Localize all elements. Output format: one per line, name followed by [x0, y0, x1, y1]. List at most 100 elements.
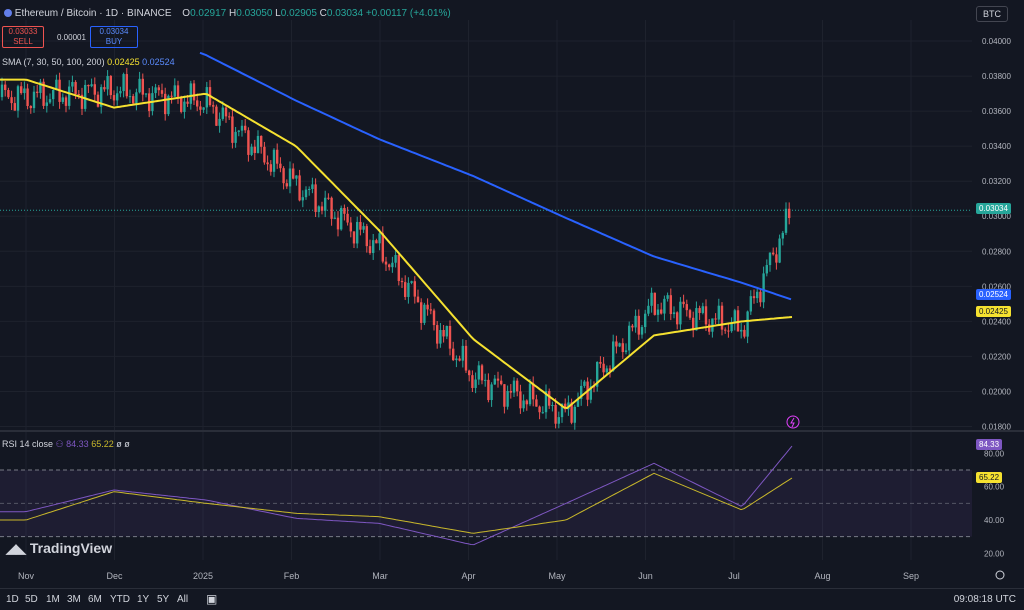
range-button-1y[interactable]: 1Y	[137, 594, 150, 605]
price-tick-label: 0.01800	[982, 422, 1011, 431]
candle-body	[61, 97, 64, 102]
candle-body	[640, 327, 644, 335]
rsi-tick-label: 40.00	[984, 516, 1005, 525]
candle-body	[548, 391, 551, 406]
candle-body	[439, 329, 442, 344]
candle-body	[634, 315, 637, 328]
rsi-legend[interactable]: RSI 14 close ⚇ 84.33 65.22 ø ø	[2, 439, 130, 450]
candle-body	[218, 118, 221, 126]
ohlc-open-label: O	[182, 8, 191, 19]
candle-body	[583, 381, 586, 386]
candle-body	[378, 233, 381, 244]
candle-body	[256, 135, 260, 153]
rsi-axis: 80.00 60.00 40.00 20.00	[984, 449, 1005, 558]
sell-price: 0.03033	[8, 27, 38, 36]
buy-button[interactable]: 0.03034 BUY	[90, 26, 138, 48]
range-button-6m[interactable]: 6M	[88, 594, 102, 605]
candle-body	[112, 95, 116, 101]
range-button-all[interactable]: All	[177, 594, 189, 605]
candle-body	[448, 325, 452, 349]
candle-body	[7, 90, 10, 98]
settings-icon[interactable]	[995, 570, 1005, 580]
candle-body	[618, 343, 621, 347]
candle-body	[340, 207, 343, 230]
candle-body	[471, 375, 474, 388]
candle-body	[781, 232, 784, 239]
rsi-ma-badge: 65.22	[976, 472, 1003, 483]
candle-body	[263, 146, 266, 163]
candle-body	[381, 233, 384, 262]
range-button-5y[interactable]: 5Y	[157, 594, 170, 605]
price-tick-label: 0.02000	[982, 387, 1011, 396]
candle-body	[717, 305, 720, 320]
candle-body	[234, 131, 237, 143]
candle-body	[522, 400, 525, 409]
range-button-1m[interactable]: 1M	[46, 594, 60, 605]
candle-body	[573, 406, 576, 423]
candle-body	[788, 208, 791, 219]
candle-body	[474, 379, 477, 388]
candle-body	[231, 116, 234, 143]
candle-body	[128, 96, 132, 98]
candle-body	[164, 93, 167, 115]
compare-symbol-box[interactable]: BTC	[976, 6, 1008, 22]
sell-button[interactable]: 0.03033 SELL	[2, 26, 44, 48]
candle-body	[637, 315, 640, 335]
price-tick-label: 0.02800	[982, 247, 1011, 256]
candle-body	[528, 383, 532, 405]
candle-body	[612, 341, 615, 371]
candle-body	[503, 384, 506, 407]
candle-body	[80, 94, 84, 109]
candle-body	[269, 164, 272, 172]
candle-body	[394, 255, 397, 263]
spread: 0.00001	[57, 33, 86, 42]
candle-body	[144, 93, 148, 95]
candle-body	[772, 252, 775, 255]
candle-body	[77, 93, 80, 95]
range-button-1d[interactable]: 1D	[6, 594, 19, 605]
candle-body	[125, 74, 128, 97]
candle-body	[372, 240, 375, 254]
candle-body	[468, 370, 471, 376]
price-tick-label: 0.02200	[982, 352, 1011, 361]
chart-canvas[interactable]: 0.04000 0.03800 0.03600 0.03400 0.03200 0.030…	[0, 0, 1024, 588]
candle-body	[452, 348, 455, 361]
candle-body	[292, 168, 295, 179]
candle-body	[356, 221, 359, 244]
price-tick-label: 0.03200	[982, 177, 1011, 186]
candle-body	[778, 238, 781, 263]
tv-icon: ◢◣	[6, 541, 26, 556]
range-button-5d[interactable]: 5D	[25, 594, 38, 605]
time-tick-label: May	[548, 571, 566, 581]
candle-body	[116, 93, 119, 101]
range-button-3m[interactable]: 3M	[67, 594, 81, 605]
candle-body	[557, 417, 560, 424]
rsi-tick-label: 80.00	[984, 449, 1005, 458]
sma-label: SMA (7, 30, 50, 100, 200)	[2, 57, 105, 67]
candle-body	[429, 309, 432, 311]
candle-body	[631, 325, 634, 328]
candle-body	[692, 317, 695, 331]
symbol-header[interactable]: Ethereum / Bitcoin · 1D · BINANCE O0.029…	[4, 8, 451, 19]
candle-body	[180, 96, 183, 112]
candle-body	[215, 106, 218, 126]
candle-body	[432, 310, 436, 326]
candle-body	[173, 85, 176, 97]
candle-body	[240, 125, 244, 131]
candle-body	[749, 296, 752, 312]
ohlc-close-label: C	[319, 8, 327, 19]
buy-label: BUY	[105, 37, 123, 46]
calendar-icon[interactable]: ▣	[206, 592, 218, 606]
symbol-title: Ethereum / Bitcoin · 1D · BINANCE	[14, 8, 172, 19]
candle-body	[212, 105, 215, 107]
candle-body	[32, 91, 36, 109]
sma-legend[interactable]: SMA (7, 30, 50, 100, 200) 0.02425 0.0252…	[2, 57, 175, 67]
sma-value-yellow: 0.02425	[107, 57, 140, 67]
lightning-icon[interactable]	[786, 415, 800, 429]
candle-body	[660, 309, 663, 314]
rsi-ma-line	[0, 472, 793, 534]
ohlc-open: 0.02917	[190, 8, 227, 19]
candle-body	[68, 86, 71, 106]
time-tick-label: Feb	[284, 571, 300, 581]
range-button-ytd[interactable]: YTD	[110, 594, 130, 605]
